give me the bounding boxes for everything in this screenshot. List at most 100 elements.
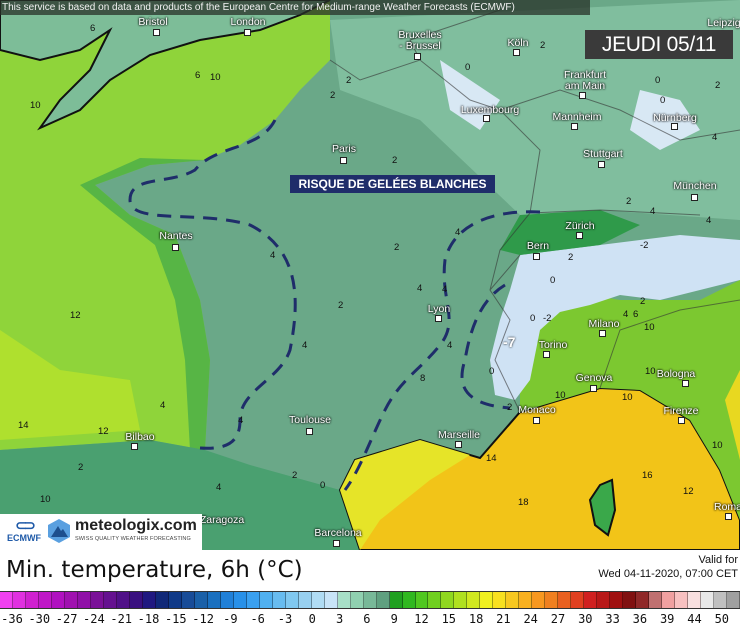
contour-label: 10 (40, 494, 51, 505)
color-scale-tick: -18 (137, 612, 160, 626)
city-label: Marseille (437, 429, 481, 441)
contour-label: 14 (18, 420, 29, 431)
color-scale-swatch (506, 592, 520, 608)
color-scale-tick: 12 (414, 612, 429, 626)
color-scale-swatch (129, 592, 143, 608)
contour-label: 2 (715, 80, 721, 91)
contour-label: 0 (465, 62, 471, 73)
color-scale-swatch (649, 592, 663, 608)
color-scale-swatch (298, 592, 312, 608)
contour-label: 2 (330, 90, 336, 101)
contour-label: -2 (543, 313, 552, 324)
color-scale-swatch (402, 592, 416, 608)
color-scale-swatch (363, 592, 377, 608)
color-scale-tick: 39 (659, 612, 675, 626)
north-cold-patch (440, 60, 700, 150)
city-marker (513, 49, 520, 56)
contour-label: 4 (706, 215, 712, 226)
color-scale-swatch (194, 592, 208, 608)
color-scale-swatch (389, 592, 403, 608)
city-marker (483, 115, 490, 122)
color-scale-swatch (168, 592, 182, 608)
color-scale-swatch (610, 592, 624, 608)
color-scale-swatch (220, 592, 234, 608)
valid-time: Wed 04-11-2020, 07:00 CET (598, 568, 738, 580)
city-marker (579, 92, 586, 99)
city-marker (455, 441, 462, 448)
swiss-plateau (500, 210, 640, 255)
contour-label: 0 (489, 366, 495, 377)
ecmwf-symbol-icon: ⊂⊃ (15, 517, 35, 533)
contour-label: 10 (210, 72, 221, 83)
city-label: Zürich (565, 220, 595, 232)
corsica (588, 478, 617, 537)
day-label: JEUDI 05/11 (585, 30, 733, 59)
city-marker (435, 315, 442, 322)
atlantic-sea (0, 0, 330, 450)
logo-strip: ⊂⊃ ECMWF meteologix.com SWISS QUALITY WEA… (0, 514, 202, 550)
color-scale-swatch (701, 592, 715, 608)
contour-label: 4 (442, 284, 448, 295)
city-marker (682, 380, 689, 387)
color-scale-tick: 15 (441, 612, 457, 626)
meteologix-tagline: SWISS QUALITY WEATHER FORECASTING (75, 536, 191, 542)
city-label: Zaragoza (199, 514, 245, 526)
color-scale-swatch (727, 592, 740, 608)
city-marker (153, 29, 160, 36)
city-label: Bologna (656, 368, 696, 380)
color-scale-tick: 6 (363, 612, 371, 626)
frost-zone-east (343, 210, 541, 491)
contour-label: 6 (195, 70, 201, 81)
color-scale-tick: -12 (192, 612, 214, 626)
city-marker (725, 513, 732, 520)
city-marker (172, 244, 179, 251)
contour-label: 6 (633, 309, 639, 320)
city-marker (543, 351, 550, 358)
contour-label: 4 (417, 283, 423, 294)
color-scale-swatch (480, 592, 494, 608)
color-scale-tick: 3 (335, 612, 344, 626)
contour-label: 2 (640, 296, 646, 307)
contour-label: 0 (660, 95, 666, 106)
contour-label: 4 (712, 132, 718, 143)
color-scale-tick: 44 (687, 612, 702, 626)
alps-cold (490, 235, 740, 400)
color-scale-swatch (441, 592, 455, 608)
city-label: Luxembourg (460, 104, 520, 116)
contour-label: -2 (640, 240, 649, 251)
contour-label: 2 (568, 252, 574, 263)
contour-label: 12 (98, 426, 109, 437)
contour-label-min: -7 (503, 334, 516, 350)
color-scale-swatch (155, 592, 169, 608)
temperature-map[interactable]: This service is based on data and produc… (0, 0, 740, 550)
color-scale-swatch (324, 592, 338, 608)
map-layer (0, 0, 740, 550)
color-scale-swatch (467, 592, 481, 608)
contour-label: 10 (644, 322, 655, 333)
color-scale-swatch (493, 592, 507, 608)
city-marker (131, 443, 138, 450)
ecmwf-credit: This service is based on data and produc… (0, 0, 590, 15)
color-scale-tick: 0 (308, 612, 316, 626)
meteologix-mountain-icon (48, 519, 70, 543)
city-label: Bruxelles - Brussel (398, 29, 442, 52)
city-label: Monaco (518, 404, 556, 416)
color-scale-swatch (519, 592, 533, 608)
contour-label: 2 (338, 300, 344, 311)
contour-label: 12 (683, 486, 694, 497)
contour-label: 10 (622, 392, 633, 403)
color-scale-swatch (25, 592, 39, 608)
contour-label: 0 (320, 480, 326, 491)
city-marker (340, 157, 347, 164)
contour-label: 12 (70, 310, 81, 321)
contour-label: 2 (392, 155, 398, 166)
color-scale-swatch (584, 592, 598, 608)
contour-label: 2 (78, 462, 84, 473)
color-scale-swatch (571, 592, 585, 608)
city-label: Toulouse (288, 414, 332, 426)
adriatic-sea (725, 370, 740, 460)
contour-label: 10 (555, 390, 566, 401)
city-marker (533, 253, 540, 260)
color-scale-swatch (246, 592, 260, 608)
color-scale-ticks: -36 -30 -27 -24 -21 -18 -15 -12 -9 -6 -3 0 3 6 9 12 15 18… (0, 612, 740, 630)
